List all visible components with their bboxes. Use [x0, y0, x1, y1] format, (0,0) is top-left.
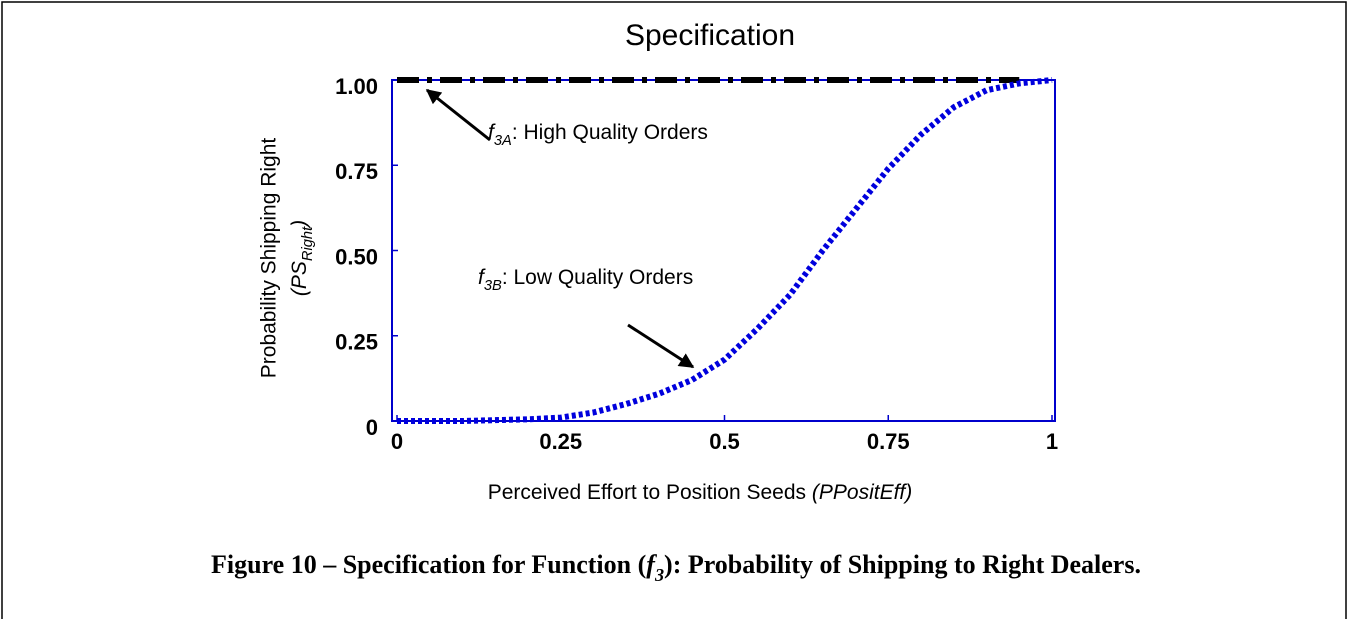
arrow	[425, 88, 491, 142]
figure-caption-part: f	[646, 550, 657, 579]
annotation-part: 3B	[484, 278, 502, 294]
x-axis-label: Perceived Effort to Position Seeds (PPos…	[488, 481, 913, 504]
y-axis-label-part: (PS	[288, 261, 311, 296]
x-tick-label: 0.5	[709, 429, 740, 454]
annotation: f3A: High Quality Orders	[488, 121, 708, 149]
x-tick-label: 0.25	[539, 429, 582, 454]
x-tick-label: 0	[391, 429, 403, 454]
annotation: f3B: Low Quality Orders	[478, 266, 693, 294]
figure-caption-part: ): Probability of Shipping to Right Deal…	[664, 550, 1141, 579]
y-tick-label: 0.50	[335, 244, 378, 269]
figure-caption-part: 3	[654, 565, 664, 585]
annotation-part: 3A	[494, 133, 512, 149]
x-tick-label: 1	[1046, 429, 1058, 454]
figure-caption-part: Figure 10 – Specification for Function (	[211, 550, 646, 579]
annotation-part: : Low Quality Orders	[502, 266, 693, 289]
y-axis-label: (PSRight)	[288, 220, 316, 296]
y-axis-label-part: Right	[300, 226, 316, 261]
y-axis-label: Probability Shipping Right	[258, 138, 281, 379]
x-tick-label: 0.75	[867, 429, 910, 454]
y-tick-label: 0.25	[335, 330, 378, 355]
arrow	[627, 323, 695, 369]
chart-title: Specification	[625, 19, 795, 52]
annotation-part: : High Quality Orders	[512, 121, 708, 144]
x-axis-label-part: (PPositEff)	[812, 481, 912, 504]
figure-caption: Figure 10 – Specification for Function (…	[211, 550, 1141, 585]
y-tick-label: 0	[366, 415, 378, 440]
series-line	[397, 77, 1053, 424]
y-tick-label: 0.75	[335, 159, 378, 184]
annotation-part: f	[488, 121, 496, 144]
x-axis-label-part: Perceived Effort to Position Seeds	[488, 481, 812, 504]
y-axis-label-part: )	[288, 220, 311, 230]
annotation-part: f	[478, 266, 486, 289]
y-tick-label: 1.00	[335, 74, 378, 99]
